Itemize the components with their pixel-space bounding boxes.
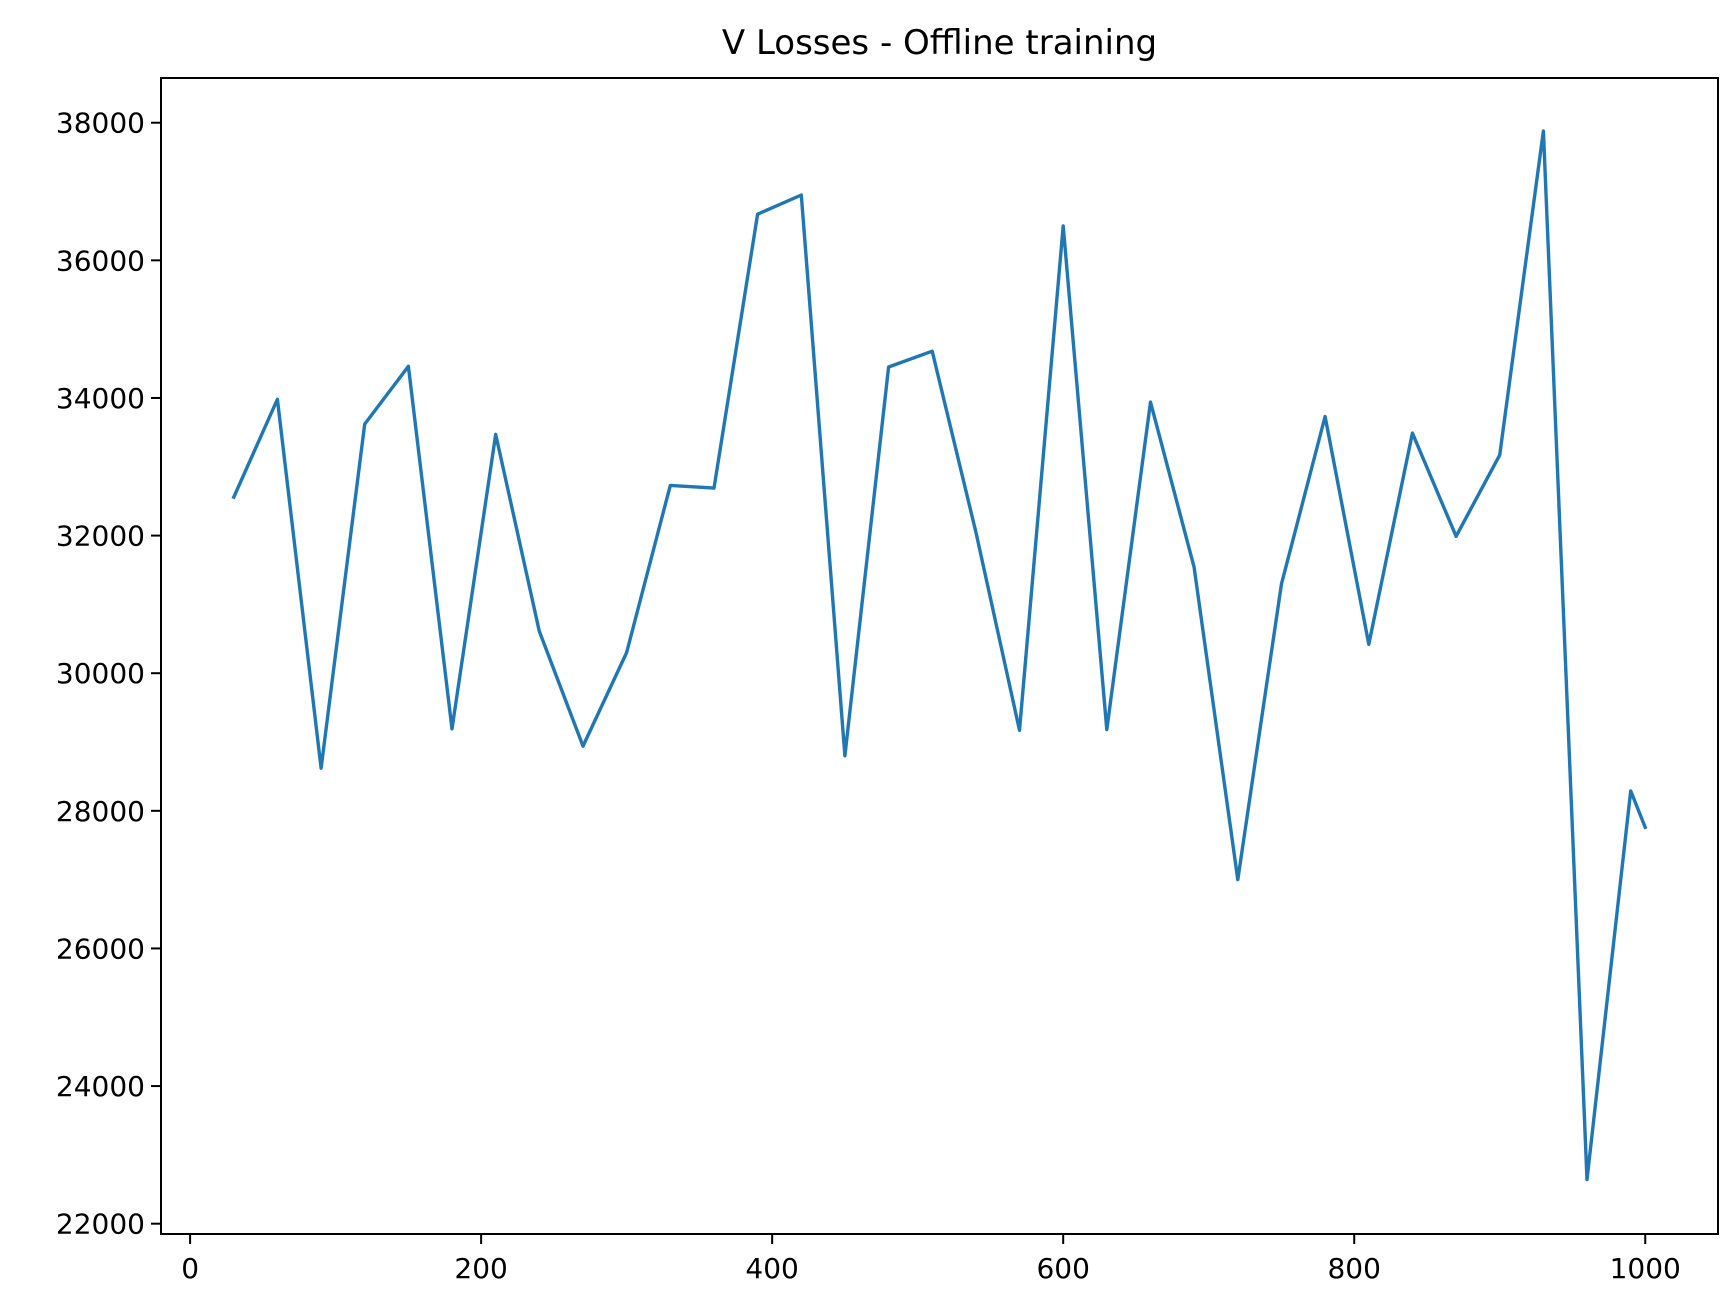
axes-frame bbox=[160, 77, 1719, 1235]
y-tick-label: 22000 bbox=[56, 1208, 145, 1241]
x-tick-label: 200 bbox=[454, 1252, 507, 1285]
x-tick-label: 800 bbox=[1327, 1252, 1380, 1285]
x-tick-label: 600 bbox=[1036, 1252, 1089, 1285]
y-tick-label: 24000 bbox=[56, 1070, 145, 1103]
y-tick-label: 36000 bbox=[56, 244, 145, 277]
y-tick-label: 38000 bbox=[56, 107, 145, 140]
y-tick-label: 28000 bbox=[56, 795, 145, 828]
x-tick-label: 0 bbox=[181, 1252, 199, 1285]
y-tick-label: 32000 bbox=[56, 520, 145, 553]
y-tick-label: 26000 bbox=[56, 932, 145, 965]
y-tick-label: 30000 bbox=[56, 657, 145, 690]
x-tick-label: 1000 bbox=[1610, 1252, 1681, 1285]
x-tick-label: 400 bbox=[745, 1252, 798, 1285]
y-tick-label: 34000 bbox=[56, 382, 145, 415]
series-line bbox=[231, 129, 1648, 1182]
chart-title: V Losses - Offline training bbox=[722, 23, 1157, 63]
plot-area: 0 200 400 600 800 1000 22000 24000 26000 28000 300… bbox=[56, 77, 1719, 1285]
